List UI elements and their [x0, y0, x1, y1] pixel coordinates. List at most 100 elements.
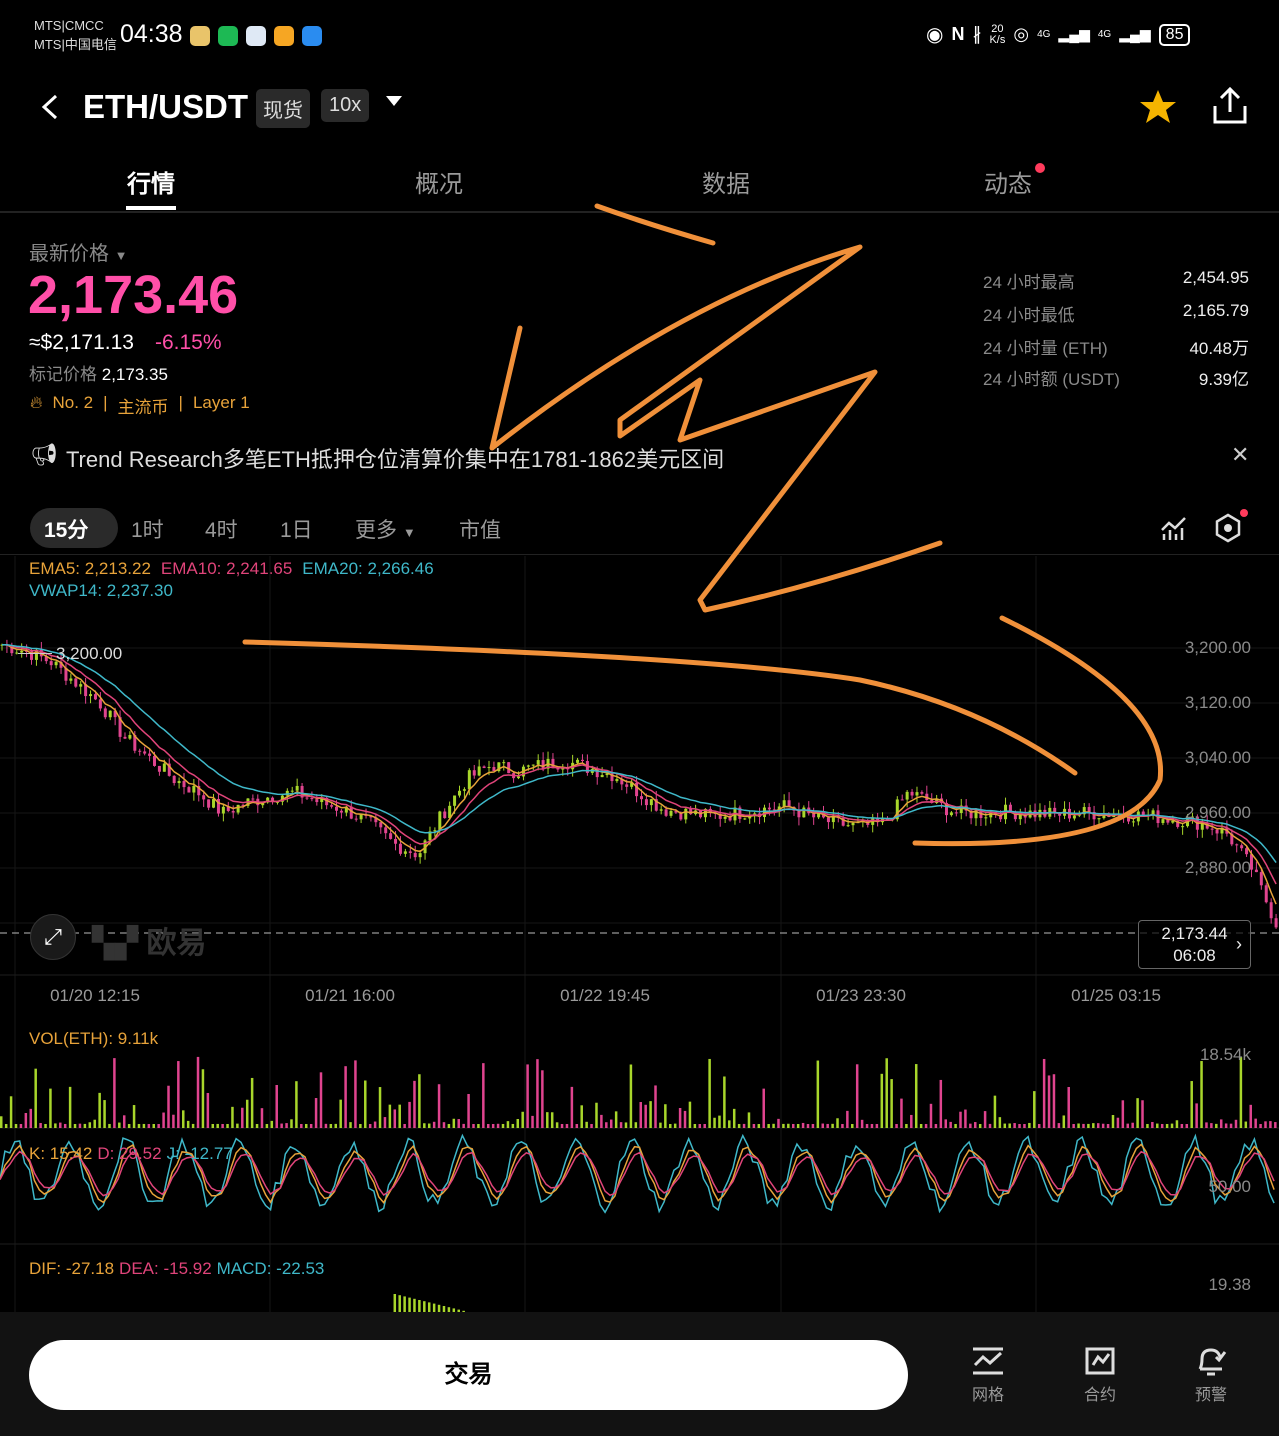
candle: [905, 791, 909, 800]
timeframe-1h[interactable]: 1时: [131, 519, 164, 542]
eye-icon: ◉: [926, 24, 944, 46]
candle: [182, 781, 186, 788]
tab-feed[interactable]: 动态: [984, 171, 1032, 198]
volume-bar: [364, 1080, 367, 1128]
fullscreen-icon[interactable]: ⤢: [30, 914, 76, 960]
volume-bar: [605, 1122, 608, 1128]
pair-title[interactable]: ETH/USDT: [83, 88, 248, 125]
volume-bar: [791, 1123, 795, 1128]
volume-bar: [1234, 1119, 1238, 1128]
wifi-icon: ◎: [1013, 24, 1030, 44]
tab-market[interactable]: 行情: [127, 171, 175, 198]
chart-settings-icon[interactable]: [1213, 513, 1243, 543]
volume-bar: [432, 1121, 436, 1128]
volume-bar: [728, 1120, 731, 1128]
candle: [1190, 816, 1194, 818]
candle: [1131, 821, 1135, 823]
price-type-label[interactable]: 最新价格 ▼: [29, 237, 127, 266]
carrier-2: MTS|中国电信: [34, 37, 117, 52]
notification-dot: [1035, 163, 1045, 173]
logo-icon: ▚▞: [92, 927, 139, 960]
tag-category[interactable]: 主流币: [117, 398, 169, 417]
news-ticker[interactable]: 📢︎ Trend Research多笔ETH抵押仓位清算价集中在1781-186…: [30, 442, 724, 474]
watermark: ▚▞ 欧易: [92, 918, 207, 962]
volume-bar: [1018, 1123, 1021, 1128]
volume-bar: [324, 1123, 328, 1128]
candle: [133, 735, 137, 751]
kdj-level: 50.00: [1208, 1177, 1251, 1196]
volume-bar: [231, 1106, 234, 1128]
volume-bar: [103, 1100, 106, 1128]
clock: 04:38: [120, 20, 183, 48]
candle: [782, 800, 786, 807]
news-text[interactable]: Trend Research多笔ETH抵押仓位清算价集中在1781-1862美元…: [65, 447, 725, 472]
volume-bar: [157, 1124, 160, 1128]
kdj-k: K: 15.42: [29, 1144, 93, 1163]
candle: [1181, 826, 1185, 828]
volume-bar: [122, 1115, 126, 1128]
candle: [531, 764, 535, 766]
candle: [1072, 815, 1076, 819]
close-news-icon[interactable]: ✕: [1231, 442, 1250, 467]
volume-bar: [634, 1122, 638, 1128]
volume-bar: [127, 1124, 131, 1128]
volume-bar: [201, 1069, 205, 1128]
volume-bar: [1037, 1123, 1041, 1128]
candle: [620, 779, 624, 785]
tab-overview[interactable]: 概况: [415, 171, 463, 198]
pair-dropdown-icon[interactable]: [386, 96, 402, 106]
timeframe-marketcap[interactable]: 市值: [459, 519, 501, 542]
candle: [93, 694, 97, 700]
timeframe-15m[interactable]: 15分: [44, 519, 89, 542]
current-price-tag[interactable]: 2,173.44 06:08 ›: [1138, 920, 1251, 969]
tag-layer[interactable]: Layer 1: [192, 393, 250, 412]
y-tick: 3,200.00: [1184, 638, 1251, 657]
volume-bar: [1042, 1058, 1046, 1128]
candle: [910, 791, 914, 796]
volume-bar: [683, 1110, 687, 1128]
back-icon[interactable]: [38, 93, 62, 121]
candle: [1235, 844, 1239, 846]
candle: [108, 710, 112, 718]
volume-bar: [944, 1119, 947, 1128]
volume-bar: [1008, 1123, 1011, 1128]
candle: [172, 775, 176, 784]
star-icon[interactable]: [1139, 88, 1177, 126]
candle: [384, 827, 388, 834]
volume-bar: [821, 1123, 825, 1128]
candle: [669, 810, 673, 816]
candle: [723, 816, 727, 819]
candle: [369, 815, 373, 818]
alert-button[interactable]: 预警: [1181, 1345, 1241, 1405]
volume-bar: [1229, 1123, 1233, 1128]
candle: [526, 765, 530, 767]
volume-bar: [752, 1123, 756, 1128]
grid-button[interactable]: 网格: [958, 1345, 1018, 1405]
trade-button[interactable]: 交易: [29, 1340, 908, 1410]
caret-down-icon: ▼: [114, 248, 128, 263]
spot-badge: 现货: [256, 89, 310, 128]
candle: [984, 817, 988, 819]
timeframe-1d[interactable]: 1日: [280, 519, 313, 542]
indicator-icon[interactable]: [1160, 514, 1188, 542]
timeframe-more[interactable]: 更多 ▼: [355, 514, 416, 544]
timeframe-4h[interactable]: 4时: [205, 519, 238, 542]
candle: [359, 814, 363, 820]
share-icon[interactable]: [1211, 86, 1249, 126]
tab-data[interactable]: 数据: [702, 171, 750, 198]
volume-bar: [1175, 1120, 1179, 1128]
candle: [354, 818, 358, 820]
macd-bar: [403, 1296, 406, 1312]
tag-rank[interactable]: No. 2: [52, 393, 94, 412]
volume-bar: [983, 1111, 987, 1128]
futures-button[interactable]: 合约: [1070, 1345, 1130, 1405]
volume-bar: [811, 1124, 815, 1128]
volume-bar: [939, 1079, 943, 1128]
active-timeframe-pill: [30, 508, 118, 548]
volume-bar: [575, 1123, 579, 1128]
candle: [684, 808, 688, 820]
candle: [408, 851, 412, 853]
volume-bar: [1170, 1123, 1174, 1128]
candle: [772, 809, 776, 811]
volume-bar: [137, 1123, 141, 1128]
